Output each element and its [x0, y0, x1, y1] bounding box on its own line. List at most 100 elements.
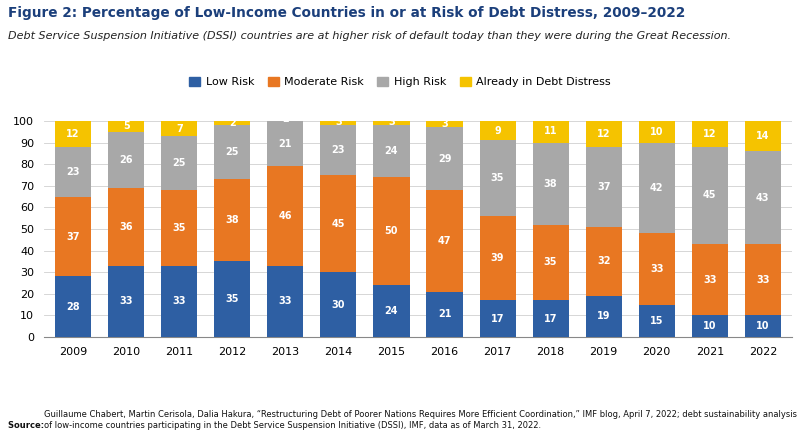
- Bar: [692, 244, 728, 315]
- Text: 50: 50: [385, 226, 398, 236]
- Text: 17: 17: [544, 314, 558, 324]
- Text: 2: 2: [229, 118, 236, 128]
- Bar: [267, 117, 303, 121]
- Text: 33: 33: [173, 296, 186, 306]
- Text: 21: 21: [278, 139, 292, 149]
- Bar: [533, 225, 569, 300]
- Bar: [586, 121, 622, 147]
- Bar: [638, 233, 674, 305]
- Text: Guillaume Chabert, Martin Cerisola, Dalia Hakura, “Restructuring Debt of Poorer : Guillaume Chabert, Martin Cerisola, Dali…: [44, 410, 797, 430]
- Text: 39: 39: [491, 253, 504, 263]
- Bar: [162, 121, 198, 136]
- Bar: [533, 143, 569, 225]
- Text: 35: 35: [544, 257, 558, 267]
- Text: 10: 10: [703, 321, 717, 331]
- Text: 3: 3: [335, 117, 342, 127]
- Text: 35: 35: [173, 223, 186, 233]
- Bar: [55, 147, 91, 197]
- Text: 26: 26: [119, 155, 133, 165]
- Text: 2: 2: [282, 114, 289, 124]
- Text: 29: 29: [438, 154, 451, 164]
- Bar: [638, 305, 674, 337]
- Text: 33: 33: [756, 275, 770, 285]
- Bar: [162, 266, 198, 337]
- Bar: [692, 121, 728, 147]
- Bar: [426, 190, 462, 292]
- Bar: [745, 151, 781, 244]
- Bar: [320, 125, 357, 175]
- Text: 25: 25: [173, 158, 186, 168]
- Text: 35: 35: [226, 294, 239, 304]
- Text: 30: 30: [332, 299, 345, 310]
- Bar: [320, 175, 357, 272]
- Text: 28: 28: [66, 302, 80, 312]
- Bar: [745, 121, 781, 151]
- Text: Debt Service Suspension Initiative (DSSI) countries are at higher risk of defaul: Debt Service Suspension Initiative (DSSI…: [8, 31, 731, 41]
- Text: 33: 33: [278, 296, 292, 306]
- Text: 10: 10: [756, 321, 770, 331]
- Text: 15: 15: [650, 316, 663, 326]
- Text: 9: 9: [494, 126, 501, 136]
- Bar: [374, 285, 410, 337]
- Text: 24: 24: [385, 146, 398, 156]
- Bar: [267, 266, 303, 337]
- Text: 19: 19: [597, 311, 610, 321]
- Bar: [108, 121, 144, 132]
- Bar: [586, 296, 622, 337]
- Bar: [479, 300, 516, 337]
- Bar: [320, 272, 357, 337]
- Text: 17: 17: [491, 314, 504, 324]
- Text: 3: 3: [441, 119, 448, 129]
- Text: 23: 23: [332, 145, 345, 155]
- Bar: [374, 119, 410, 125]
- Text: 33: 33: [703, 275, 717, 285]
- Text: 37: 37: [597, 182, 610, 192]
- Bar: [479, 140, 516, 216]
- Bar: [108, 266, 144, 337]
- Bar: [162, 190, 198, 266]
- Bar: [320, 119, 357, 125]
- Bar: [267, 121, 303, 166]
- Text: 36: 36: [119, 222, 133, 232]
- Text: 38: 38: [226, 215, 239, 226]
- Bar: [108, 132, 144, 188]
- Text: 47: 47: [438, 236, 451, 246]
- Text: 12: 12: [597, 129, 610, 139]
- Bar: [214, 121, 250, 125]
- Bar: [426, 292, 462, 337]
- Bar: [745, 315, 781, 337]
- Text: 12: 12: [703, 129, 717, 139]
- Text: 32: 32: [597, 256, 610, 267]
- Bar: [745, 244, 781, 315]
- Bar: [533, 300, 569, 337]
- Text: 35: 35: [491, 173, 504, 183]
- Text: 12: 12: [66, 129, 80, 139]
- Text: 21: 21: [438, 309, 451, 319]
- Bar: [267, 166, 303, 266]
- Text: 33: 33: [650, 264, 663, 274]
- Bar: [638, 121, 674, 143]
- Bar: [108, 188, 144, 266]
- Bar: [55, 197, 91, 276]
- Bar: [214, 261, 250, 337]
- Bar: [374, 177, 410, 285]
- Text: 38: 38: [544, 178, 558, 189]
- Bar: [214, 179, 250, 261]
- Text: 7: 7: [176, 124, 182, 133]
- Text: 45: 45: [332, 219, 345, 229]
- Bar: [55, 121, 91, 147]
- Bar: [692, 315, 728, 337]
- Text: Source:: Source:: [8, 421, 47, 430]
- Bar: [692, 147, 728, 244]
- Text: 5: 5: [123, 121, 130, 131]
- Bar: [533, 119, 569, 143]
- Text: 11: 11: [544, 126, 558, 136]
- Bar: [162, 136, 198, 190]
- Text: 43: 43: [756, 193, 770, 203]
- Legend: Low Risk, Moderate Risk, High Risk, Already in Debt Distress: Low Risk, Moderate Risk, High Risk, Alre…: [185, 73, 615, 92]
- Bar: [586, 227, 622, 296]
- Bar: [479, 216, 516, 300]
- Text: 25: 25: [226, 147, 239, 157]
- Bar: [55, 276, 91, 337]
- Text: 45: 45: [703, 191, 717, 200]
